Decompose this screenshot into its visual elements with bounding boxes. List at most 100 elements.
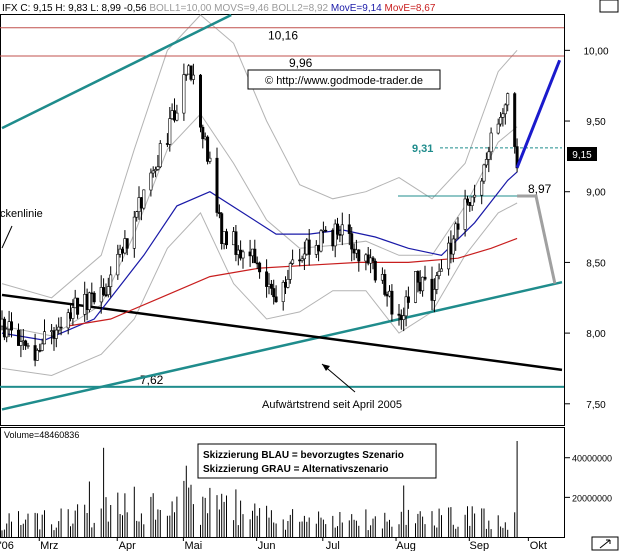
candle-body bbox=[132, 216, 136, 249]
price-tick-label: 8,00 bbox=[586, 329, 606, 340]
candle-body bbox=[390, 290, 394, 315]
header-indicator-4: MovE=8,67 bbox=[382, 3, 436, 14]
header-value-0: IFX bbox=[2, 3, 18, 14]
header-indicator-1: MOVS=9,46 bbox=[211, 3, 269, 14]
header-indicator-3: MovE=9,14 bbox=[328, 3, 382, 14]
candle-body bbox=[468, 202, 472, 207]
candle-body bbox=[435, 275, 439, 290]
neckline-pointer bbox=[1, 225, 13, 249]
candle-body bbox=[35, 350, 39, 361]
candle-body bbox=[366, 254, 370, 264]
price-tick-label: 9,50 bbox=[586, 117, 606, 128]
candle-body bbox=[319, 230, 323, 252]
candle-body bbox=[506, 93, 510, 106]
candle-body bbox=[265, 271, 269, 287]
volume-tick-label: 20000000 bbox=[572, 493, 612, 503]
level-label-931: 9,31 bbox=[412, 143, 433, 155]
candle-body bbox=[317, 245, 321, 252]
candle-body bbox=[423, 276, 427, 280]
month-label: Aug bbox=[396, 540, 416, 551]
corner-arrow-icon bbox=[599, 539, 611, 549]
candle-body bbox=[300, 258, 304, 261]
candle-body bbox=[38, 350, 42, 352]
candle-body bbox=[399, 315, 403, 320]
annotation-uptrend: Aufwärtstrend seit April 2005 bbox=[262, 399, 402, 411]
candle-body bbox=[50, 330, 54, 333]
candle-body bbox=[437, 270, 441, 276]
candle-body bbox=[151, 170, 155, 174]
candle-body bbox=[139, 197, 143, 209]
candle-body bbox=[373, 260, 377, 281]
candle-body bbox=[217, 212, 221, 214]
candle-body bbox=[397, 313, 401, 316]
candle-body bbox=[281, 281, 285, 302]
last-price-badge bbox=[567, 147, 597, 161]
candle-body bbox=[135, 211, 139, 218]
candle-body bbox=[447, 242, 451, 270]
candle-body bbox=[73, 297, 77, 309]
candle-body bbox=[0, 318, 4, 327]
candle-body bbox=[16, 329, 20, 346]
candle-body bbox=[239, 249, 243, 259]
trendlines bbox=[1, 13, 563, 411]
candle-body bbox=[76, 297, 80, 315]
candle-body bbox=[383, 273, 387, 295]
candle-body bbox=[413, 271, 417, 303]
candle-body bbox=[439, 268, 443, 272]
chart-header: IFX C: 9,15 H: 9,83 L: 8,99 -0,56 BOLL1=… bbox=[2, 3, 436, 14]
candle-body bbox=[449, 242, 453, 255]
trendline-upper-channel bbox=[1, 13, 232, 130]
candle-body bbox=[253, 248, 257, 264]
candle-body bbox=[99, 287, 103, 303]
price-tick-label: 10,00 bbox=[583, 46, 608, 57]
candle-body bbox=[104, 294, 108, 297]
candle-body bbox=[118, 248, 122, 255]
horizontal-levels: 10,169,968,979,317,62 bbox=[0, 27, 564, 388]
candle-body bbox=[165, 143, 169, 145]
candle-body bbox=[451, 238, 455, 255]
scenario-blue bbox=[515, 59, 562, 169]
candle-body bbox=[225, 231, 229, 246]
candle-body bbox=[106, 286, 110, 296]
header-value-4: -0,56 bbox=[121, 3, 147, 14]
candle-body bbox=[121, 248, 125, 254]
header-indicator-2: BOLL2=8,92 bbox=[269, 3, 329, 14]
candle-body bbox=[59, 326, 63, 329]
candle-body bbox=[5, 328, 9, 338]
month-label: Mai bbox=[185, 540, 203, 551]
candle-body bbox=[137, 197, 141, 213]
candle-body bbox=[274, 296, 278, 303]
candle-body bbox=[515, 146, 519, 169]
candle-body bbox=[269, 283, 273, 289]
candle-body bbox=[286, 278, 290, 288]
month-label: Jul bbox=[326, 540, 340, 551]
trendline-support-black bbox=[1, 293, 563, 372]
scenario-grey bbox=[517, 194, 557, 284]
candle-body bbox=[57, 326, 61, 331]
candle-body bbox=[473, 194, 477, 198]
watermark: © http://www.godmode-trader.de bbox=[265, 75, 423, 87]
candle-body bbox=[489, 132, 493, 153]
candle-body bbox=[338, 234, 342, 236]
candle-body bbox=[465, 198, 469, 203]
candle-body bbox=[432, 289, 436, 301]
candle-body bbox=[357, 249, 361, 262]
axes: 7,50 8,00 8,50 9,00 9,50 10,00 20000000 4000000… bbox=[0, 46, 612, 551]
candle-body bbox=[109, 274, 113, 287]
candle-body bbox=[416, 271, 420, 283]
candle-body bbox=[369, 257, 373, 264]
candle-body bbox=[220, 213, 224, 245]
candle-body bbox=[380, 273, 384, 281]
candle-body bbox=[241, 251, 245, 259]
volume-label: Volume=48460836 bbox=[4, 430, 79, 440]
price-tick-label: 8,50 bbox=[586, 258, 606, 269]
top-corner-mark bbox=[599, 0, 619, 13]
candle-body bbox=[199, 74, 203, 128]
candle-body bbox=[102, 287, 106, 295]
candle-body bbox=[191, 74, 195, 80]
candle-body bbox=[222, 231, 226, 245]
annotation-neckline: ckenlinie bbox=[0, 208, 43, 220]
candle-body bbox=[324, 229, 328, 232]
watermark-box bbox=[247, 69, 441, 90]
